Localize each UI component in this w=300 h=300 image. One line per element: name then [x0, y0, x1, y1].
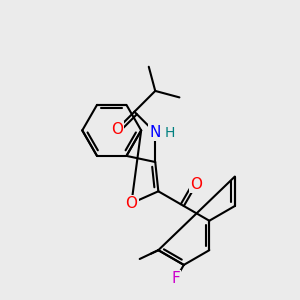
Text: O: O	[125, 196, 137, 211]
Text: F: F	[171, 272, 180, 286]
Text: H: H	[165, 126, 175, 140]
Text: N: N	[150, 125, 161, 140]
Text: O: O	[190, 177, 202, 192]
Text: O: O	[111, 122, 123, 137]
